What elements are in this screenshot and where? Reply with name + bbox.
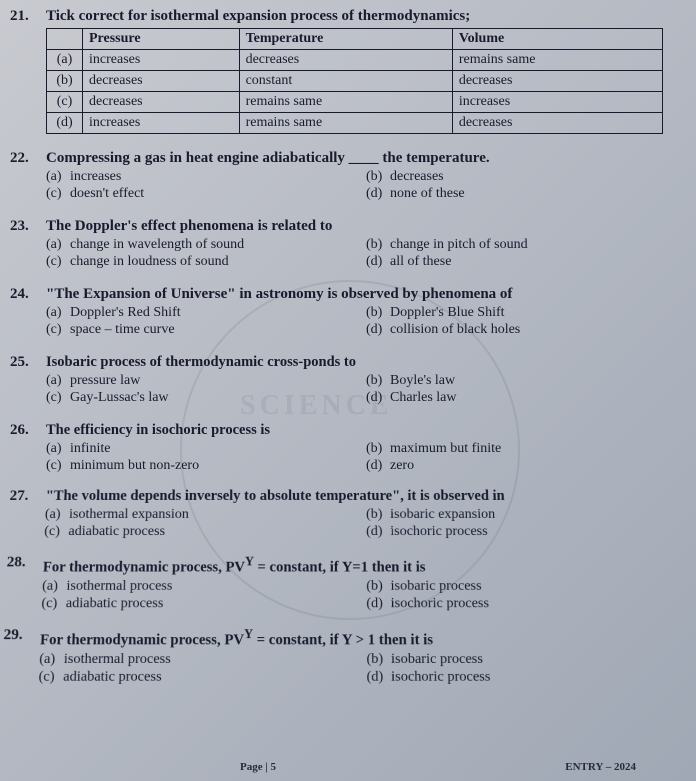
- page-content: 21. Tick correct for isothermal expansio…: [10, 8, 676, 682]
- option-d: (d)isochoric process: [366, 524, 678, 540]
- table-row: (a) increases decreases remains same: [47, 50, 663, 71]
- option-c: (c)adiabatic process: [44, 524, 356, 540]
- option-b: (b)isobaric expansion: [366, 507, 677, 523]
- th-tick: [47, 29, 83, 50]
- option-a: (a)isothermal process: [42, 578, 356, 594]
- question-29: 29. For thermodynamic process, PVY = con…: [1, 627, 684, 686]
- option-a: (a)change in wavelength of sound: [46, 237, 356, 253]
- question-25: 25. Isobaric process of thermodynamic cr…: [10, 354, 676, 406]
- q21-table: Pressure Temperature Volume (a) increase…: [46, 28, 663, 134]
- q-number: 23.: [10, 218, 46, 270]
- th-pressure: Pressure: [83, 29, 240, 50]
- option-d: (d)isochoric process: [367, 669, 685, 686]
- question-26: 26. The efficiency in isochoric process …: [10, 422, 676, 474]
- q-stem: For thermodynamic process, PVY = constan…: [40, 627, 683, 650]
- q-stem: The Doppler's effect phenomena is relate…: [46, 218, 676, 235]
- q-stem: Compressing a gas in heat engine adiabat…: [46, 150, 676, 167]
- entry-tag: ENTRY – 2024: [565, 761, 636, 773]
- option-c: (c)space – time curve: [46, 322, 356, 338]
- option-c: (c)adiabatic process: [41, 596, 356, 612]
- table-row: (c) decreases remains same increases: [47, 92, 663, 113]
- option-b: (b)isobaric process: [366, 651, 683, 668]
- page-footer: Page | 5 ENTRY – 2024: [0, 761, 696, 773]
- option-a: (a)Doppler's Red Shift: [46, 305, 356, 321]
- option-c: (c)doesn't effect: [46, 186, 356, 202]
- option-c: (c)change in loudness of sound: [46, 254, 356, 270]
- option-c: (c)Gay-Lussac's law: [46, 390, 356, 406]
- option-d: (d)isochoric process: [366, 596, 681, 612]
- question-24: 24. "The Expansion of Universe" in astro…: [10, 286, 676, 338]
- option-b: (b)decreases: [366, 169, 676, 185]
- option-a: (a)isothermal expansion: [45, 507, 356, 523]
- question-23: 23. The Doppler's effect phenomena is re…: [10, 218, 676, 270]
- option-b: (b)change in pitch of sound: [366, 237, 676, 253]
- q-stem: The efficiency in isochoric process is: [46, 422, 676, 439]
- option-b: (b)Boyle's law: [366, 373, 676, 389]
- option-b: (b)maximum but finite: [366, 441, 676, 457]
- q-number: 29.: [1, 627, 40, 686]
- question-27: 27. "The volume depends inversely to abs…: [8, 488, 679, 540]
- question-22: 22. Compressing a gas in heat engine adi…: [10, 150, 676, 202]
- option-d: (d)Charles law: [366, 390, 676, 406]
- table-row: (d) increases remains same decreases: [47, 113, 663, 134]
- q-stem: For thermodynamic process, PVY = constan…: [43, 554, 680, 576]
- th-volume: Volume: [452, 29, 663, 50]
- page-number: Page | 5: [240, 761, 276, 773]
- option-c: (c)minimum but non-zero: [46, 458, 356, 474]
- option-b: (b)Doppler's Blue Shift: [366, 305, 676, 321]
- q-stem: "The volume depends inversely to absolut…: [45, 488, 676, 505]
- q-stem: "The Expansion of Universe" in astronomy…: [46, 286, 676, 303]
- q-stem: Isobaric process of thermodynamic cross-…: [46, 354, 676, 371]
- option-d: (d)all of these: [366, 254, 676, 270]
- q-number: 25.: [10, 354, 46, 406]
- q-number: 26.: [10, 422, 46, 474]
- option-c: (c)adiabatic process: [38, 669, 356, 686]
- q-number: 24.: [10, 286, 46, 338]
- option-d: (d)collision of black holes: [366, 322, 676, 338]
- question-21: 21. Tick correct for isothermal expansio…: [10, 8, 676, 144]
- option-d: (d)zero: [366, 458, 676, 474]
- table-row: (b) decreases constant decreases: [47, 71, 663, 92]
- q-number: 27.: [8, 488, 46, 540]
- question-28: 28. For thermodynamic process, PVY = con…: [5, 554, 682, 612]
- th-temperature: Temperature: [239, 29, 452, 50]
- option-a: (a)isothermal process: [39, 651, 356, 668]
- option-a: (a)increases: [46, 169, 356, 185]
- option-d: (d)none of these: [366, 186, 676, 202]
- q-number: 21.: [10, 8, 46, 144]
- option-b: (b)isobaric process: [366, 578, 680, 594]
- q-number: 22.: [10, 150, 46, 202]
- q-number: 28.: [5, 554, 44, 612]
- q-stem: Tick correct for isothermal expansion pr…: [46, 8, 676, 25]
- option-a: (a)pressure law: [46, 373, 356, 389]
- option-a: (a)infinite: [46, 441, 356, 457]
